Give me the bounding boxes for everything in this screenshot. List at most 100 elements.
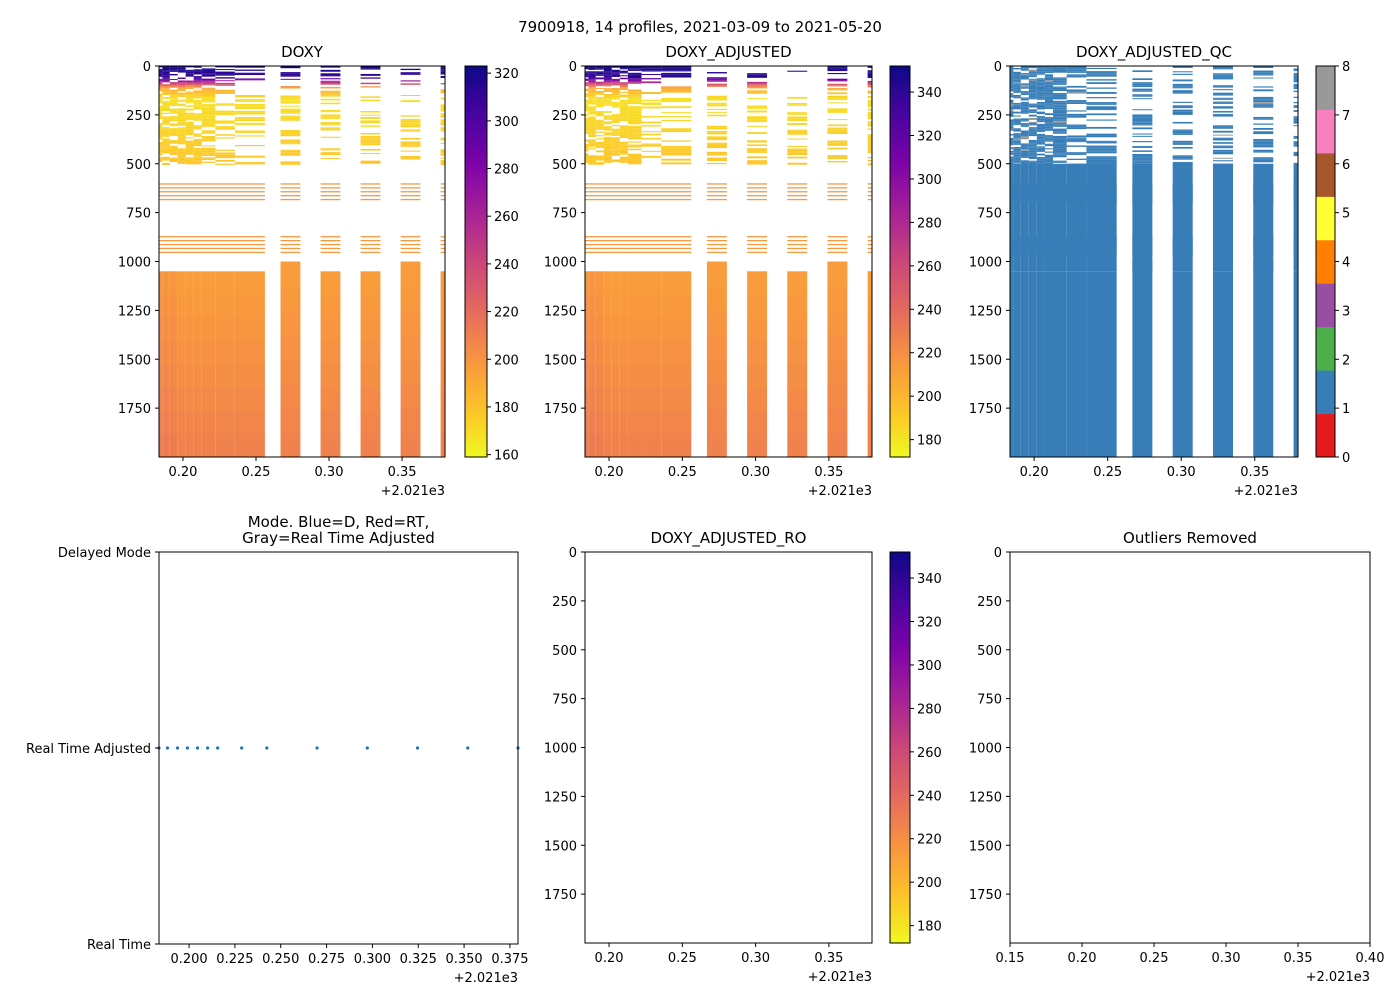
heatmap-cell bbox=[1044, 71, 1054, 73]
heatmap-cell bbox=[1013, 152, 1021, 155]
heatmap-cell bbox=[1066, 139, 1087, 142]
heatmap-cell bbox=[159, 97, 163, 99]
heatmap-cell bbox=[162, 123, 170, 125]
heatmap-cell bbox=[1020, 66, 1029, 69]
y-tick-label: 0 bbox=[994, 546, 1002, 561]
y-tick-label: 1000 bbox=[544, 742, 577, 757]
heatmap-cell bbox=[215, 92, 235, 94]
heatmap-cell bbox=[603, 82, 612, 84]
heatmap-cell bbox=[360, 364, 381, 388]
heatmap-cell bbox=[619, 119, 628, 121]
heatmap-cell bbox=[1028, 103, 1037, 105]
heatmap-cell bbox=[400, 359, 421, 385]
heatmap-cell bbox=[1028, 93, 1037, 96]
heatmap-cell bbox=[1010, 122, 1014, 125]
heatmap-cell bbox=[177, 131, 186, 133]
heatmap-cell bbox=[603, 83, 612, 86]
heatmap-cell bbox=[1036, 91, 1045, 93]
colorbar-tick-label: 5 bbox=[1342, 207, 1350, 222]
heatmap-cell bbox=[595, 364, 604, 388]
heatmap-cell bbox=[595, 146, 604, 148]
heatmap-cell bbox=[201, 135, 216, 137]
heatmap-cell bbox=[827, 132, 848, 135]
heatmap-cell bbox=[787, 387, 808, 412]
heatmap-cell bbox=[588, 109, 596, 111]
heatmap-cell bbox=[169, 410, 178, 435]
heatmap-cell bbox=[747, 141, 768, 143]
heatmap-cell bbox=[162, 100, 170, 103]
heatmap-cell bbox=[827, 383, 848, 409]
heatmap-cell bbox=[234, 95, 265, 98]
heatmap-cell bbox=[1044, 159, 1054, 161]
heatmap-cell bbox=[1086, 79, 1117, 81]
heatmap-cell bbox=[400, 130, 421, 132]
heatmap-cell bbox=[1036, 82, 1045, 84]
heatmap-cell bbox=[1132, 78, 1153, 81]
heatmap-cell bbox=[162, 149, 170, 152]
heatmap-cell bbox=[159, 107, 163, 109]
heatmap-cell bbox=[619, 364, 628, 388]
heatmap-cell bbox=[867, 149, 872, 152]
heatmap-cell bbox=[280, 251, 301, 254]
heatmap-cell bbox=[162, 151, 170, 154]
heatmap-cell bbox=[627, 317, 642, 342]
x-tick-label: 0.35 bbox=[1284, 951, 1313, 966]
heatmap-cell bbox=[641, 70, 662, 72]
heatmap-cell bbox=[588, 119, 596, 121]
heatmap-cell bbox=[185, 147, 194, 149]
colorbar-frame bbox=[889, 551, 911, 944]
heatmap-cell bbox=[280, 142, 301, 144]
heatmap-cell bbox=[1044, 160, 1054, 162]
heatmap-cell bbox=[193, 294, 202, 319]
heatmap-cell bbox=[360, 110, 381, 113]
heatmap-cell bbox=[1172, 66, 1193, 68]
heatmap-cell bbox=[867, 410, 872, 435]
heatmap-cell bbox=[611, 124, 620, 127]
colorbar-segment bbox=[1316, 326, 1335, 371]
heatmap-cell bbox=[641, 92, 662, 94]
heatmap-cell bbox=[360, 125, 381, 127]
heatmap-cell bbox=[1132, 150, 1153, 152]
heatmap-cell bbox=[360, 66, 381, 69]
heatmap-cell bbox=[827, 191, 848, 193]
heatmap-cell bbox=[162, 88, 170, 90]
heatmap-cell bbox=[234, 103, 265, 106]
heatmap-cell bbox=[1132, 135, 1153, 137]
heatmap-cell bbox=[706, 383, 727, 409]
y-tick-label: 750 bbox=[552, 693, 577, 708]
heatmap-cell bbox=[1044, 89, 1054, 92]
heatmap-cell bbox=[159, 127, 163, 129]
heatmap-cell bbox=[1044, 162, 1054, 165]
heatmap-cell bbox=[215, 251, 235, 254]
heatmap-cell bbox=[603, 93, 612, 96]
heatmap-cell bbox=[585, 103, 589, 105]
heatmap-cell bbox=[867, 183, 872, 185]
heatmap-cell bbox=[1044, 66, 1054, 68]
heatmap-cell bbox=[1132, 116, 1153, 118]
heatmap-cell bbox=[1036, 101, 1045, 104]
heatmap-cell bbox=[603, 243, 612, 246]
heatmap-cell bbox=[595, 135, 604, 137]
y-tick-label: 0 bbox=[569, 60, 577, 75]
heatmap-cell bbox=[603, 103, 612, 105]
heatmap-cell bbox=[588, 161, 596, 164]
heatmap-cell bbox=[1036, 135, 1045, 137]
y-tick-label: 1750 bbox=[544, 888, 577, 903]
heatmap-cell bbox=[1253, 123, 1274, 125]
heatmap-cell bbox=[1132, 160, 1153, 162]
heatmap-cell bbox=[1010, 138, 1014, 141]
heatmap-cell bbox=[234, 95, 265, 97]
heatmap-cell bbox=[588, 243, 596, 246]
heatmap-cell bbox=[641, 433, 662, 457]
heatmap-cell bbox=[162, 433, 170, 457]
heatmap-cell bbox=[1036, 126, 1045, 128]
heatmap-cell bbox=[827, 88, 848, 90]
heatmap-cell bbox=[159, 79, 163, 82]
heatmap-cell bbox=[619, 94, 628, 97]
heatmap-cell bbox=[440, 70, 445, 72]
heatmap-cell bbox=[619, 135, 628, 137]
heatmap-cell bbox=[1066, 271, 1087, 457]
heatmap-cell bbox=[360, 137, 381, 139]
heatmap-cell bbox=[1132, 117, 1153, 119]
data-point bbox=[315, 746, 319, 750]
